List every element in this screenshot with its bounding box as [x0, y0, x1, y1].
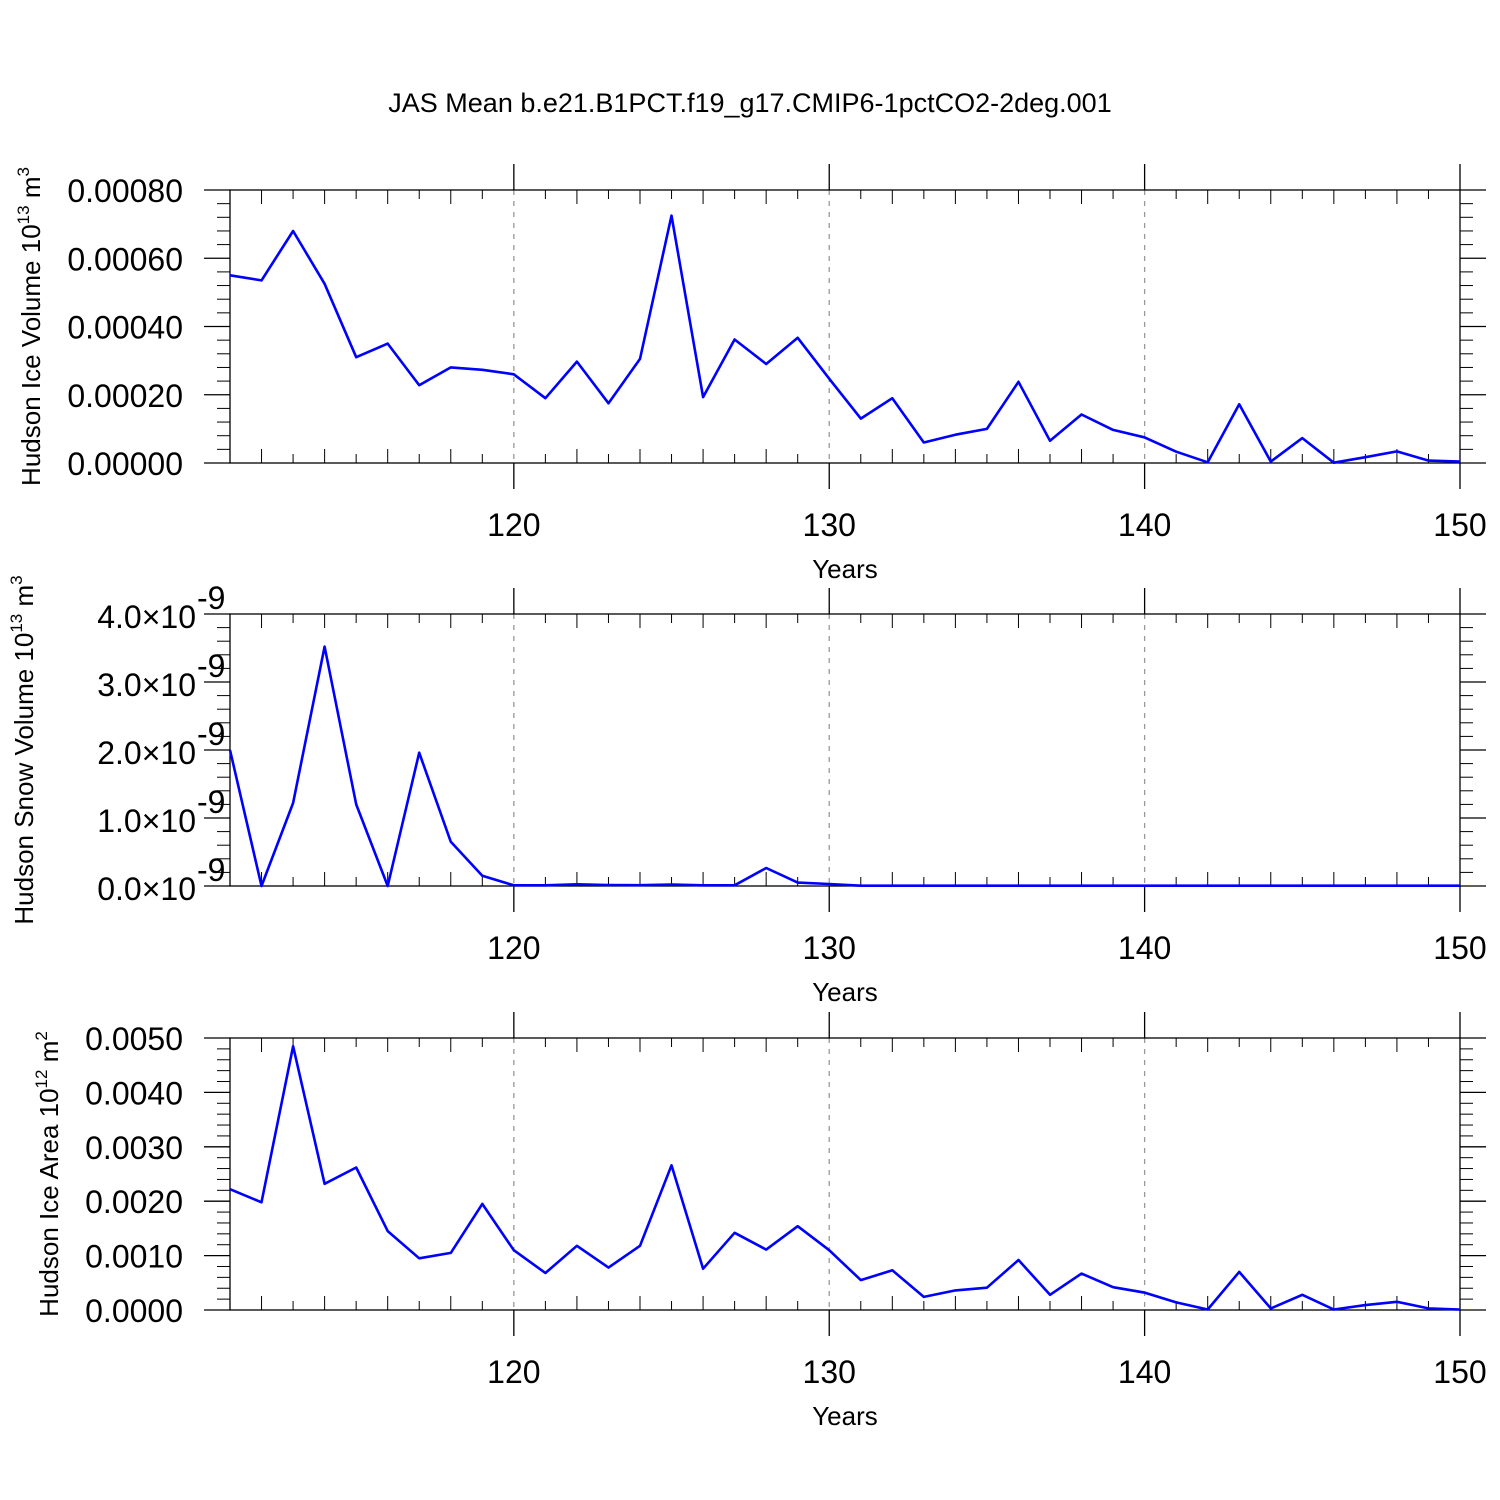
- y-tick-label: 0.0050: [85, 1021, 183, 1057]
- x-tick-label: 150: [1433, 930, 1486, 966]
- plot-frame: [229, 189, 1461, 464]
- y-tick-label: 0.00040: [67, 310, 183, 346]
- y-tick-exponent: -9: [197, 716, 225, 752]
- x-tick-label: 130: [803, 507, 856, 543]
- y-tick-label: 2.0×10: [97, 735, 196, 771]
- x-tick-label: 150: [1433, 507, 1486, 543]
- y-tick-exponent: -9: [197, 852, 225, 888]
- y-tick-label: 0.0×10: [97, 871, 196, 907]
- panel-3: 120 130 140 150 0.0000 0.0010 0.0020 0.0030 0.00…: [32, 1012, 1487, 1431]
- y-tick-label: 0.0030: [85, 1130, 183, 1166]
- x-tick-label: 130: [803, 930, 856, 966]
- plot-frame: [229, 1037, 1461, 1311]
- y-tick-exponent: -9: [197, 580, 225, 616]
- x-tick-label: 140: [1118, 507, 1171, 543]
- y-axis-title: Hudson Ice Volume 1013 m3: [14, 167, 46, 486]
- y-axis-title: Hudson Ice Area 1012 m2: [32, 1031, 64, 1317]
- x-axis-title: Years: [812, 977, 878, 1007]
- panel-1: 120 130 140 150 0.00000 0.00020 0.00040 0.00060…: [14, 164, 1487, 584]
- y-tick-label: 0.00080: [67, 173, 183, 209]
- y-tick-label: 0.00020: [67, 378, 183, 414]
- figure-title: JAS Mean b.e21.B1PCT.f19_g17.CMIP6-1pctC…: [388, 88, 1112, 118]
- y-tick-label: 4.0×10: [97, 599, 196, 635]
- x-tick-label: 130: [803, 1354, 856, 1390]
- y-tick-label: 0.00060: [67, 241, 183, 277]
- y-axis-title: Hudson Snow Volume 1013 m3: [7, 575, 39, 924]
- series-line: [229, 1044, 1461, 1311]
- x-tick-label: 120: [487, 507, 540, 543]
- x-axis-title: Years: [812, 554, 878, 584]
- y-tick-label: 0.0010: [85, 1239, 183, 1275]
- y-tick-label: 0.0020: [85, 1184, 183, 1220]
- x-tick-label: 140: [1118, 930, 1171, 966]
- x-tick-label: 150: [1433, 1354, 1486, 1390]
- x-tick-label: 140: [1118, 1354, 1171, 1390]
- x-tick-label: 120: [487, 1354, 540, 1390]
- y-tick-label: 3.0×10: [97, 667, 196, 703]
- panel-2: 120 130 140 1500.0×10-91.0×10-92.0×10-93.0×…: [7, 575, 1487, 1007]
- y-tick-label: 1.0×10: [97, 803, 196, 839]
- y-tick-exponent: -9: [197, 648, 225, 684]
- series-line: [229, 214, 1461, 465]
- y-tick-label: 0.00000: [67, 446, 183, 482]
- x-tick-label: 120: [487, 930, 540, 966]
- y-tick-label: 0.0000: [85, 1293, 183, 1329]
- x-axis-title: Years: [812, 1401, 878, 1431]
- series-line: [228, 645, 1460, 888]
- y-tick-label: 0.0040: [85, 1075, 183, 1111]
- y-tick-exponent: -9: [197, 784, 225, 820]
- plot-frame: [229, 613, 1461, 887]
